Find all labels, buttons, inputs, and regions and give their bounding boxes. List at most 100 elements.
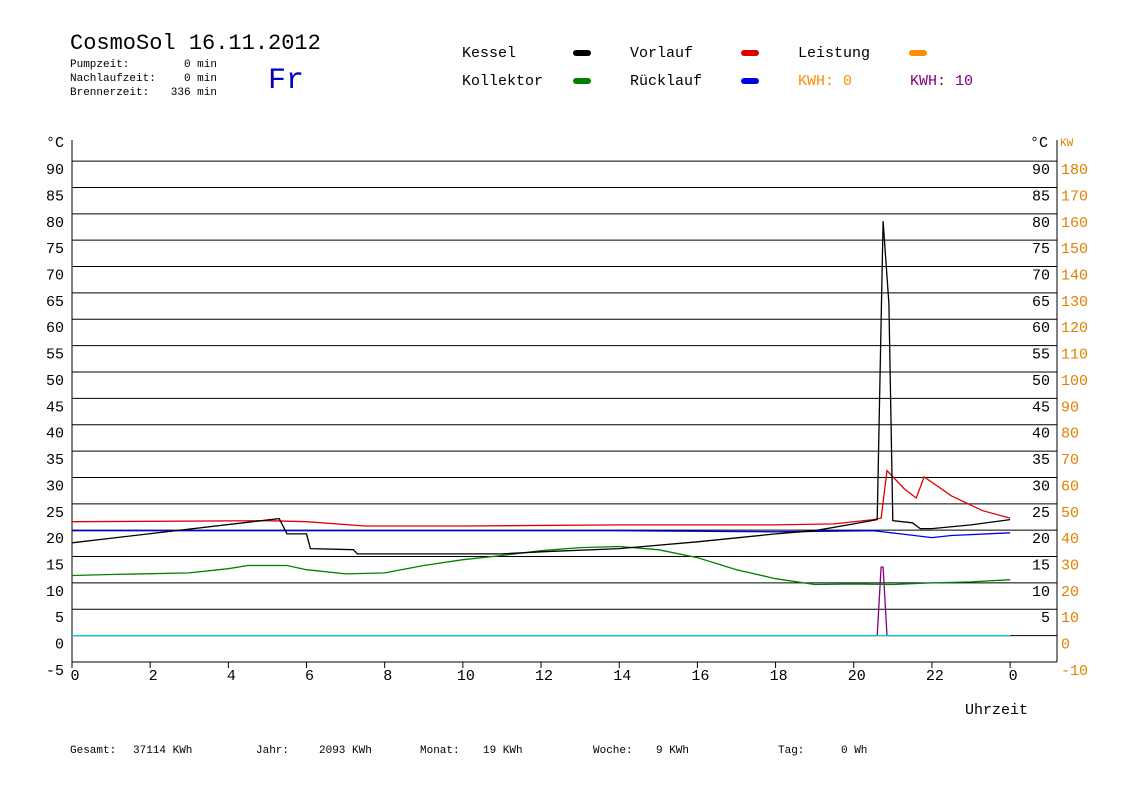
info-label: Brennerzeit: xyxy=(70,87,149,99)
y2-tick-label: 80 xyxy=(1061,426,1079,443)
y-right-tick-label: 35 xyxy=(1032,452,1050,469)
y-tick-label: 45 xyxy=(46,399,64,416)
x-tick-label: 14 xyxy=(613,668,631,685)
info-value: 0 min xyxy=(184,73,217,85)
x-tick-label: 18 xyxy=(770,668,788,685)
info-value: 0 min xyxy=(184,59,217,71)
y-tick-label: 55 xyxy=(46,347,64,364)
y2-tick-label: 100 xyxy=(1061,373,1088,390)
y-right-tick-label: 55 xyxy=(1032,347,1050,364)
legend-label: Kollektor xyxy=(462,73,543,90)
y2-tick-label: 30 xyxy=(1061,558,1079,575)
x-tick-label: 0 xyxy=(70,668,79,685)
y-right-tick-label: 15 xyxy=(1032,558,1050,575)
x-axis-label: Uhrzeit xyxy=(965,702,1028,719)
y-right-tick-label: 40 xyxy=(1032,426,1050,443)
y-right-tick-label: 90 xyxy=(1032,162,1050,179)
series-line xyxy=(71,469,1011,527)
y-tick-label: -5 xyxy=(46,663,64,680)
y2-tick-label: 150 xyxy=(1061,241,1088,258)
total-label: Woche: xyxy=(593,745,633,757)
y-tick-label: 40 xyxy=(46,426,64,443)
y-right-tick-label: 70 xyxy=(1032,268,1050,285)
x-tick-label: 8 xyxy=(383,668,392,685)
x-tick-label: 2 xyxy=(149,668,158,685)
y-tick-label: 25 xyxy=(46,505,64,522)
info-label: Nachlaufzeit: xyxy=(70,73,156,85)
chart-title: CosmoSol 16.11.2012 xyxy=(70,31,321,56)
y2-axis-unit: °C xyxy=(1030,135,1048,152)
info-label: Pumpzeit: xyxy=(70,59,129,71)
x-tick-label: 22 xyxy=(926,668,944,685)
total-value: 9 KWh xyxy=(656,745,689,757)
kwh-label: KWH: 10 xyxy=(910,73,973,90)
y-right-tick-label: 60 xyxy=(1032,320,1050,337)
x-tick-label: 16 xyxy=(691,668,709,685)
total-label: Monat: xyxy=(420,745,460,757)
legend-label: Rücklauf xyxy=(630,73,702,90)
total-value: 37114 KWh xyxy=(133,745,192,757)
y-right-tick-label: 45 xyxy=(1032,399,1050,416)
y-right-tick-label: 75 xyxy=(1032,241,1050,258)
y2-tick-label: 130 xyxy=(1061,294,1088,311)
y2-tick-label: 140 xyxy=(1061,268,1088,285)
y2-tick-label: 180 xyxy=(1061,162,1088,179)
y2-tick-label: 110 xyxy=(1061,347,1088,364)
y-tick-label: 65 xyxy=(46,294,64,311)
kwh-label: KWH: 0 xyxy=(798,73,852,90)
x-tick-label: 6 xyxy=(305,668,314,685)
y-right-tick-label: 30 xyxy=(1032,478,1050,495)
y2-axis-label: KW xyxy=(1060,138,1074,150)
y2-tick-label: -10 xyxy=(1061,663,1088,680)
y-tick-label: 15 xyxy=(46,558,64,575)
x-tick-label: 20 xyxy=(848,668,866,685)
x-tick-label: 4 xyxy=(227,668,236,685)
y-right-tick-label: 50 xyxy=(1032,373,1050,390)
info-value: 336 min xyxy=(171,87,217,99)
y-right-tick-label: 5 xyxy=(1041,610,1050,627)
series-line xyxy=(72,530,1011,539)
y-right-tick-label: 20 xyxy=(1032,531,1050,548)
total-label: Tag: xyxy=(778,745,804,757)
y-right-tick-label: 10 xyxy=(1032,584,1050,601)
y-tick-label: 75 xyxy=(46,241,64,258)
y-tick-label: 85 xyxy=(46,188,64,205)
x-tick-label: 12 xyxy=(535,668,553,685)
y-tick-label: 50 xyxy=(46,373,64,390)
y-right-tick-label: 80 xyxy=(1032,215,1050,232)
total-value: 2093 KWh xyxy=(319,745,372,757)
y2-tick-label: 170 xyxy=(1061,188,1088,205)
legend-label: Kessel xyxy=(462,45,516,62)
y2-tick-label: 10 xyxy=(1061,610,1079,627)
total-label: Gesamt: xyxy=(70,745,116,757)
legend-label: Leistung xyxy=(798,45,870,62)
legend-label: Vorlauf xyxy=(630,45,693,62)
total-value: 0 Wh xyxy=(841,745,867,757)
y-tick-label: 70 xyxy=(46,268,64,285)
y-tick-label: 35 xyxy=(46,452,64,469)
total-label: Jahr: xyxy=(256,745,289,757)
y2-tick-label: 50 xyxy=(1061,505,1079,522)
y2-tick-label: 40 xyxy=(1061,531,1079,548)
series-line xyxy=(71,545,1011,586)
series-line xyxy=(72,566,1011,637)
y-tick-label: 90 xyxy=(46,162,64,179)
y-right-tick-label: 25 xyxy=(1032,505,1050,522)
total-value: 19 KWh xyxy=(483,745,523,757)
y-tick-label: 0 xyxy=(55,637,64,654)
y-tick-label: 5 xyxy=(55,610,64,627)
weekday: Fr xyxy=(268,64,304,98)
y-tick-label: 20 xyxy=(46,531,64,548)
y2-tick-label: 0 xyxy=(1061,637,1070,654)
x-tick-label: 0 xyxy=(1009,668,1018,685)
y-right-tick-label: 65 xyxy=(1032,294,1050,311)
x-tick-label: 10 xyxy=(457,668,475,685)
y2-tick-label: 120 xyxy=(1061,320,1088,337)
y-right-tick-label: 85 xyxy=(1032,188,1050,205)
y2-tick-label: 160 xyxy=(1061,215,1088,232)
y2-tick-label: 60 xyxy=(1061,478,1079,495)
y2-tick-label: 90 xyxy=(1061,399,1079,416)
y2-tick-label: 70 xyxy=(1061,452,1079,469)
y-tick-label: 80 xyxy=(46,215,64,232)
